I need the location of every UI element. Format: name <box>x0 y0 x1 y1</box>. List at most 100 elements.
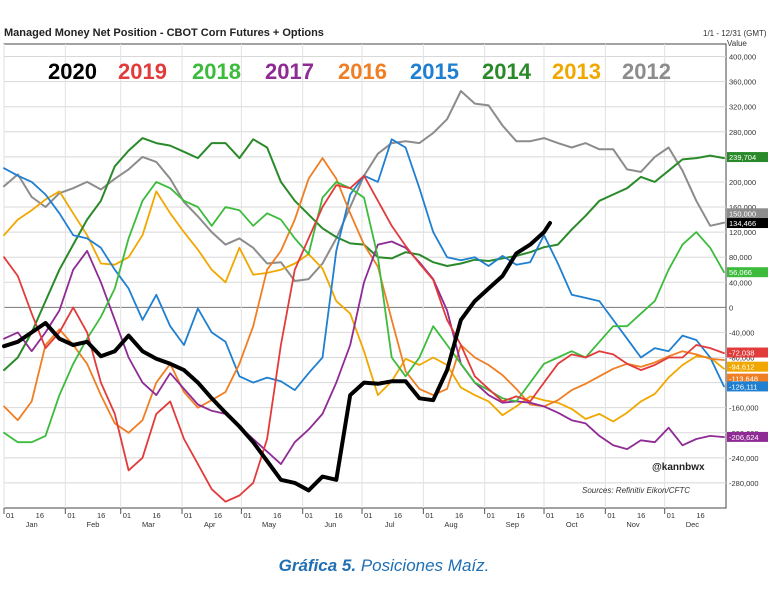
y-tick-label: -80,000 <box>729 354 754 363</box>
x-day-tick-label: 01 <box>425 511 433 520</box>
x-day-tick-label: 01 <box>243 511 251 520</box>
x-month-label: Nov <box>626 520 640 529</box>
x-month-label: May <box>262 520 276 529</box>
x-day-tick-label: 01 <box>184 511 192 520</box>
caption-text: Posiciones Maíz. <box>356 556 490 575</box>
end-value-label: -126,111 <box>729 382 758 391</box>
end-value-label: -72,038 <box>729 349 754 358</box>
y-tick-label: 40,000 <box>729 278 752 287</box>
x-month-label: Dec <box>686 520 700 529</box>
legend-item-2019: 2019 <box>118 59 167 84</box>
author-handle: @kannbwx <box>652 462 705 473</box>
figure-caption: Gráfica 5. Posiciones Maíz. <box>0 556 768 576</box>
plot-frame <box>3 43 727 509</box>
legend: 2020 2019 2018 2017 2016 2015 2014 2013 2012 <box>48 59 671 84</box>
end-value-badge <box>727 218 768 229</box>
x-month-label: Sep <box>506 520 519 529</box>
series-line-2013 <box>3 190 725 423</box>
caption-bold: Gráfica 5. <box>278 556 357 575</box>
end-value-badge <box>727 152 768 163</box>
x-day-tick-label: 01 <box>305 511 313 520</box>
y-tick-label: 120,000 <box>729 228 756 237</box>
x-day-tick-label: 16 <box>273 511 281 520</box>
legend-item-2018: 2018 <box>192 59 241 84</box>
end-value-badge <box>727 267 768 278</box>
x-day-tick-label: 01 <box>607 511 615 520</box>
y-tick-label: 280,000 <box>729 128 756 137</box>
end-value-label: -113,648 <box>729 375 758 384</box>
end-value-badge <box>727 431 768 442</box>
x-day-tick-label: 16 <box>696 511 704 520</box>
legend-item-2020: 2020 <box>48 59 97 84</box>
x-day-tick-label: 16 <box>97 511 105 520</box>
value-axis-label: Value <box>727 39 747 48</box>
x-day-tick-label: 01 <box>6 511 14 520</box>
end-value-label: 56,066 <box>729 268 752 277</box>
legend-item-2016: 2016 <box>338 59 387 84</box>
x-day-tick-label: 16 <box>36 511 44 520</box>
series-line-2012 <box>3 90 725 282</box>
end-value-badge <box>727 381 768 392</box>
y-tick-label: -240,000 <box>729 454 759 463</box>
x-day-tick-label: 16 <box>576 511 584 520</box>
end-value-label: -206,624 <box>729 433 759 442</box>
series-line-2019 <box>3 174 725 503</box>
x-day-tick-label: 16 <box>334 511 342 520</box>
x-day-tick-label: 16 <box>637 511 645 520</box>
legend-item-2014: 2014 <box>482 59 532 84</box>
end-value-label: 239,704 <box>729 153 756 162</box>
end-value-label: 150,000 <box>729 209 756 218</box>
series-line-2018 <box>3 180 725 444</box>
x-day-tick-label: 16 <box>455 511 463 520</box>
x-month-label: Feb <box>87 520 100 529</box>
end-value-badge <box>727 373 768 384</box>
series-group <box>2 90 725 503</box>
legend-item-2012: 2012 <box>622 59 671 84</box>
series-line-2017 <box>3 240 725 466</box>
chart-title: Managed Money Net Position - CBOT Corn F… <box>4 27 324 39</box>
x-day-tick-label: 16 <box>214 511 222 520</box>
x-day-tick-label: 01 <box>487 511 495 520</box>
y-tick-label: 200,000 <box>729 178 756 187</box>
x-day-tick-label: 01 <box>546 511 554 520</box>
x-month-label: Apr <box>204 520 216 529</box>
end-value-badge <box>727 208 768 219</box>
grid <box>3 44 726 508</box>
source-note: Sources: Refinitiv Eikon/CFTC <box>582 486 690 495</box>
y-tick-label: -160,000 <box>729 404 759 413</box>
x-month-label: Jul <box>385 520 395 529</box>
x-month-label: Jan <box>26 520 38 529</box>
end-value-badge <box>727 361 768 372</box>
y-tick-label: 160,000 <box>729 203 756 212</box>
x-month-label: Mar <box>142 520 155 529</box>
series-line-2016 <box>3 157 725 434</box>
x-day-tick-label: 01 <box>667 511 675 520</box>
legend-item-2015: 2015 <box>410 59 459 84</box>
x-month-label: Jun <box>324 520 336 529</box>
x-day-tick-label: 16 <box>152 511 160 520</box>
y-tick-label: 360,000 <box>729 78 756 87</box>
x-day-tick-label: 01 <box>364 511 372 520</box>
end-value-label: 134,466 <box>729 219 756 228</box>
y-tick-label: 80,000 <box>729 253 752 262</box>
end-value-badge <box>727 347 768 358</box>
series-line-2014 <box>3 137 725 372</box>
y-tick-label: 320,000 <box>729 103 756 112</box>
y-tick-label: 400,000 <box>729 53 756 62</box>
x-day-tick-label: 01 <box>67 511 75 520</box>
end-value-label: -94,612 <box>729 363 754 372</box>
x-month-label: Aug <box>444 520 457 529</box>
x-day-tick-label: 16 <box>394 511 402 520</box>
legend-item-2017: 2017 <box>265 59 314 84</box>
series-line-2020 <box>2 221 552 493</box>
y-tick-label: -40,000 <box>729 328 754 337</box>
y-tick-label: -280,000 <box>729 479 759 488</box>
y-tick-label: 0 <box>729 303 733 312</box>
x-month-label: Oct <box>566 520 579 529</box>
x-day-tick-label: 01 <box>123 511 131 520</box>
x-day-tick-label: 16 <box>516 511 524 520</box>
legend-item-2013: 2013 <box>552 59 601 84</box>
